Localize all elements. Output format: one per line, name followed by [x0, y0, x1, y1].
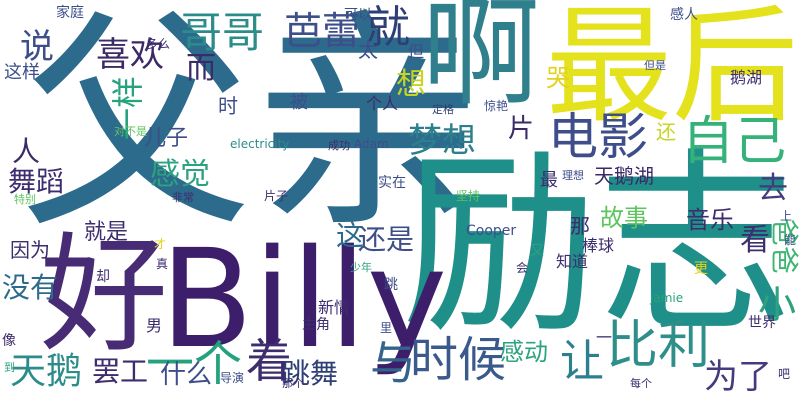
word-bangqiu: 棒球	[582, 236, 615, 255]
word-fuqin: 父亲	[20, 0, 485, 259]
word-erzi: 儿子	[144, 126, 189, 151]
word-wudao: 舞蹈	[8, 165, 65, 198]
word-er: 而	[186, 51, 216, 86]
word-shizai: 实在	[378, 175, 406, 191]
word-zhe: 着	[246, 334, 292, 388]
word-jiushi: 就是	[84, 220, 129, 245]
word-duibushi: 对不是	[114, 125, 147, 138]
word-yu: 与	[370, 336, 416, 390]
word-zui: 最	[540, 170, 558, 191]
word-balei: 芭蕾	[284, 9, 361, 53]
word-electricity: electricity	[230, 137, 290, 151]
word-ehu: 鹅湖	[730, 68, 763, 87]
word-tai: 太	[358, 38, 378, 62]
word-ba: 吧	[778, 367, 791, 381]
word-kan: 看	[740, 223, 770, 258]
word-qu: 去	[758, 171, 788, 206]
word-dianying: 电影	[548, 108, 648, 166]
word-mengxiang: 梦想	[408, 121, 476, 161]
word-tiao: 跳	[384, 277, 398, 293]
word-a: 啊	[422, 0, 541, 122]
word-ren: 人	[12, 135, 41, 168]
word-feichang: 非常	[172, 191, 194, 204]
word-yi: 一	[596, 328, 613, 347]
word-ganjue: 感觉	[150, 157, 210, 192]
word-zhe2: 这	[336, 219, 365, 252]
word-yinyue: 音乐	[686, 206, 734, 234]
word-daoyan: 导演	[220, 371, 245, 385]
word-nage: 那个	[282, 377, 304, 390]
word-xiao: 小	[758, 283, 797, 327]
word-shang: 上	[780, 209, 793, 223]
word-dan: 但	[408, 42, 425, 61]
word-zheyang: 这样	[4, 62, 40, 83]
word-pianzi: 片子	[264, 189, 289, 203]
word-zhujiao: 主角	[302, 317, 330, 333]
word-bagong: 罢工	[92, 355, 149, 388]
word-yige: 一个	[146, 336, 243, 392]
word-jiu1: 就	[366, 2, 410, 53]
word-shi: 时	[218, 94, 238, 118]
word-haishi: 还是	[358, 223, 415, 256]
word-yinwei: 因为	[10, 238, 50, 262]
word-ganren: 感人	[670, 7, 698, 23]
word-adam: Adam	[354, 137, 389, 151]
word-jamie: jamie	[650, 291, 684, 305]
word-bili: 比利	[606, 316, 711, 376]
word-bei: 被	[290, 92, 308, 113]
word-gushi: 故事	[600, 204, 648, 232]
word-dingge: 定格	[432, 103, 454, 116]
word-hao: 好	[40, 221, 169, 370]
word-tianehu: 天鹅湖	[594, 164, 654, 188]
word-ziji: 自己	[682, 112, 787, 172]
word-xihuan: 喜欢	[96, 35, 164, 75]
word-hui: 会	[516, 261, 529, 275]
word-xinqing: 新情	[318, 298, 351, 317]
word-na: 那	[570, 214, 590, 238]
word-you: 又	[530, 243, 544, 259]
word-chenggong: 成功	[328, 139, 350, 152]
word-jianchi: 坚持	[456, 189, 481, 203]
word-nan: 男	[146, 316, 163, 335]
word-keyi: 可以	[344, 7, 372, 23]
word-weile: 为了	[704, 357, 772, 397]
word-pian: 片	[508, 114, 535, 144]
word-meiyou: 没有	[2, 271, 59, 304]
word-danshi: 但是	[644, 59, 666, 72]
word-duome: 多么	[146, 37, 171, 51]
word-huan: 还	[656, 120, 676, 144]
word-meige: 每个	[630, 377, 652, 390]
word-cooper: Cooper	[466, 223, 517, 239]
word-shaonian: 少年	[350, 261, 372, 274]
word-lizhi: 励志	[402, 132, 795, 360]
word-ku: 哭	[546, 64, 570, 92]
word-jiating: 家庭	[56, 5, 84, 21]
word-tiaowu: 跳舞	[282, 357, 339, 390]
word-shuo: 说	[20, 27, 54, 67]
word-xiang: 想	[396, 67, 426, 102]
word-shihou: 时候	[410, 332, 507, 388]
word-billy: Billy	[160, 221, 448, 379]
word-neng: 能	[784, 233, 797, 247]
word-zuihou: 最后	[546, 0, 798, 140]
word-geng: 更	[694, 261, 708, 277]
word-zhidao: 知道	[556, 252, 589, 271]
word-tebie: 特别	[14, 193, 36, 206]
word-dao: 到	[4, 361, 15, 374]
word-rang: 让	[560, 336, 604, 387]
word-lixiang: 理想	[562, 169, 584, 182]
word-shenme: 什么	[160, 360, 213, 390]
word-zhen: 真	[156, 257, 169, 271]
word-gandong: 感动	[500, 338, 548, 366]
word-gege: 哥哥	[180, 8, 265, 57]
word-li: 里	[380, 321, 393, 335]
word-que: 却	[96, 269, 110, 285]
word-shijie: 世界	[748, 315, 776, 331]
word-xiangxiang: 像	[2, 333, 16, 349]
word-geren: 个人	[366, 94, 399, 113]
word-tiane: 天鹅	[10, 351, 83, 392]
word-cai: 才	[154, 237, 167, 251]
word-jingyan: 惊艳	[484, 99, 509, 113]
